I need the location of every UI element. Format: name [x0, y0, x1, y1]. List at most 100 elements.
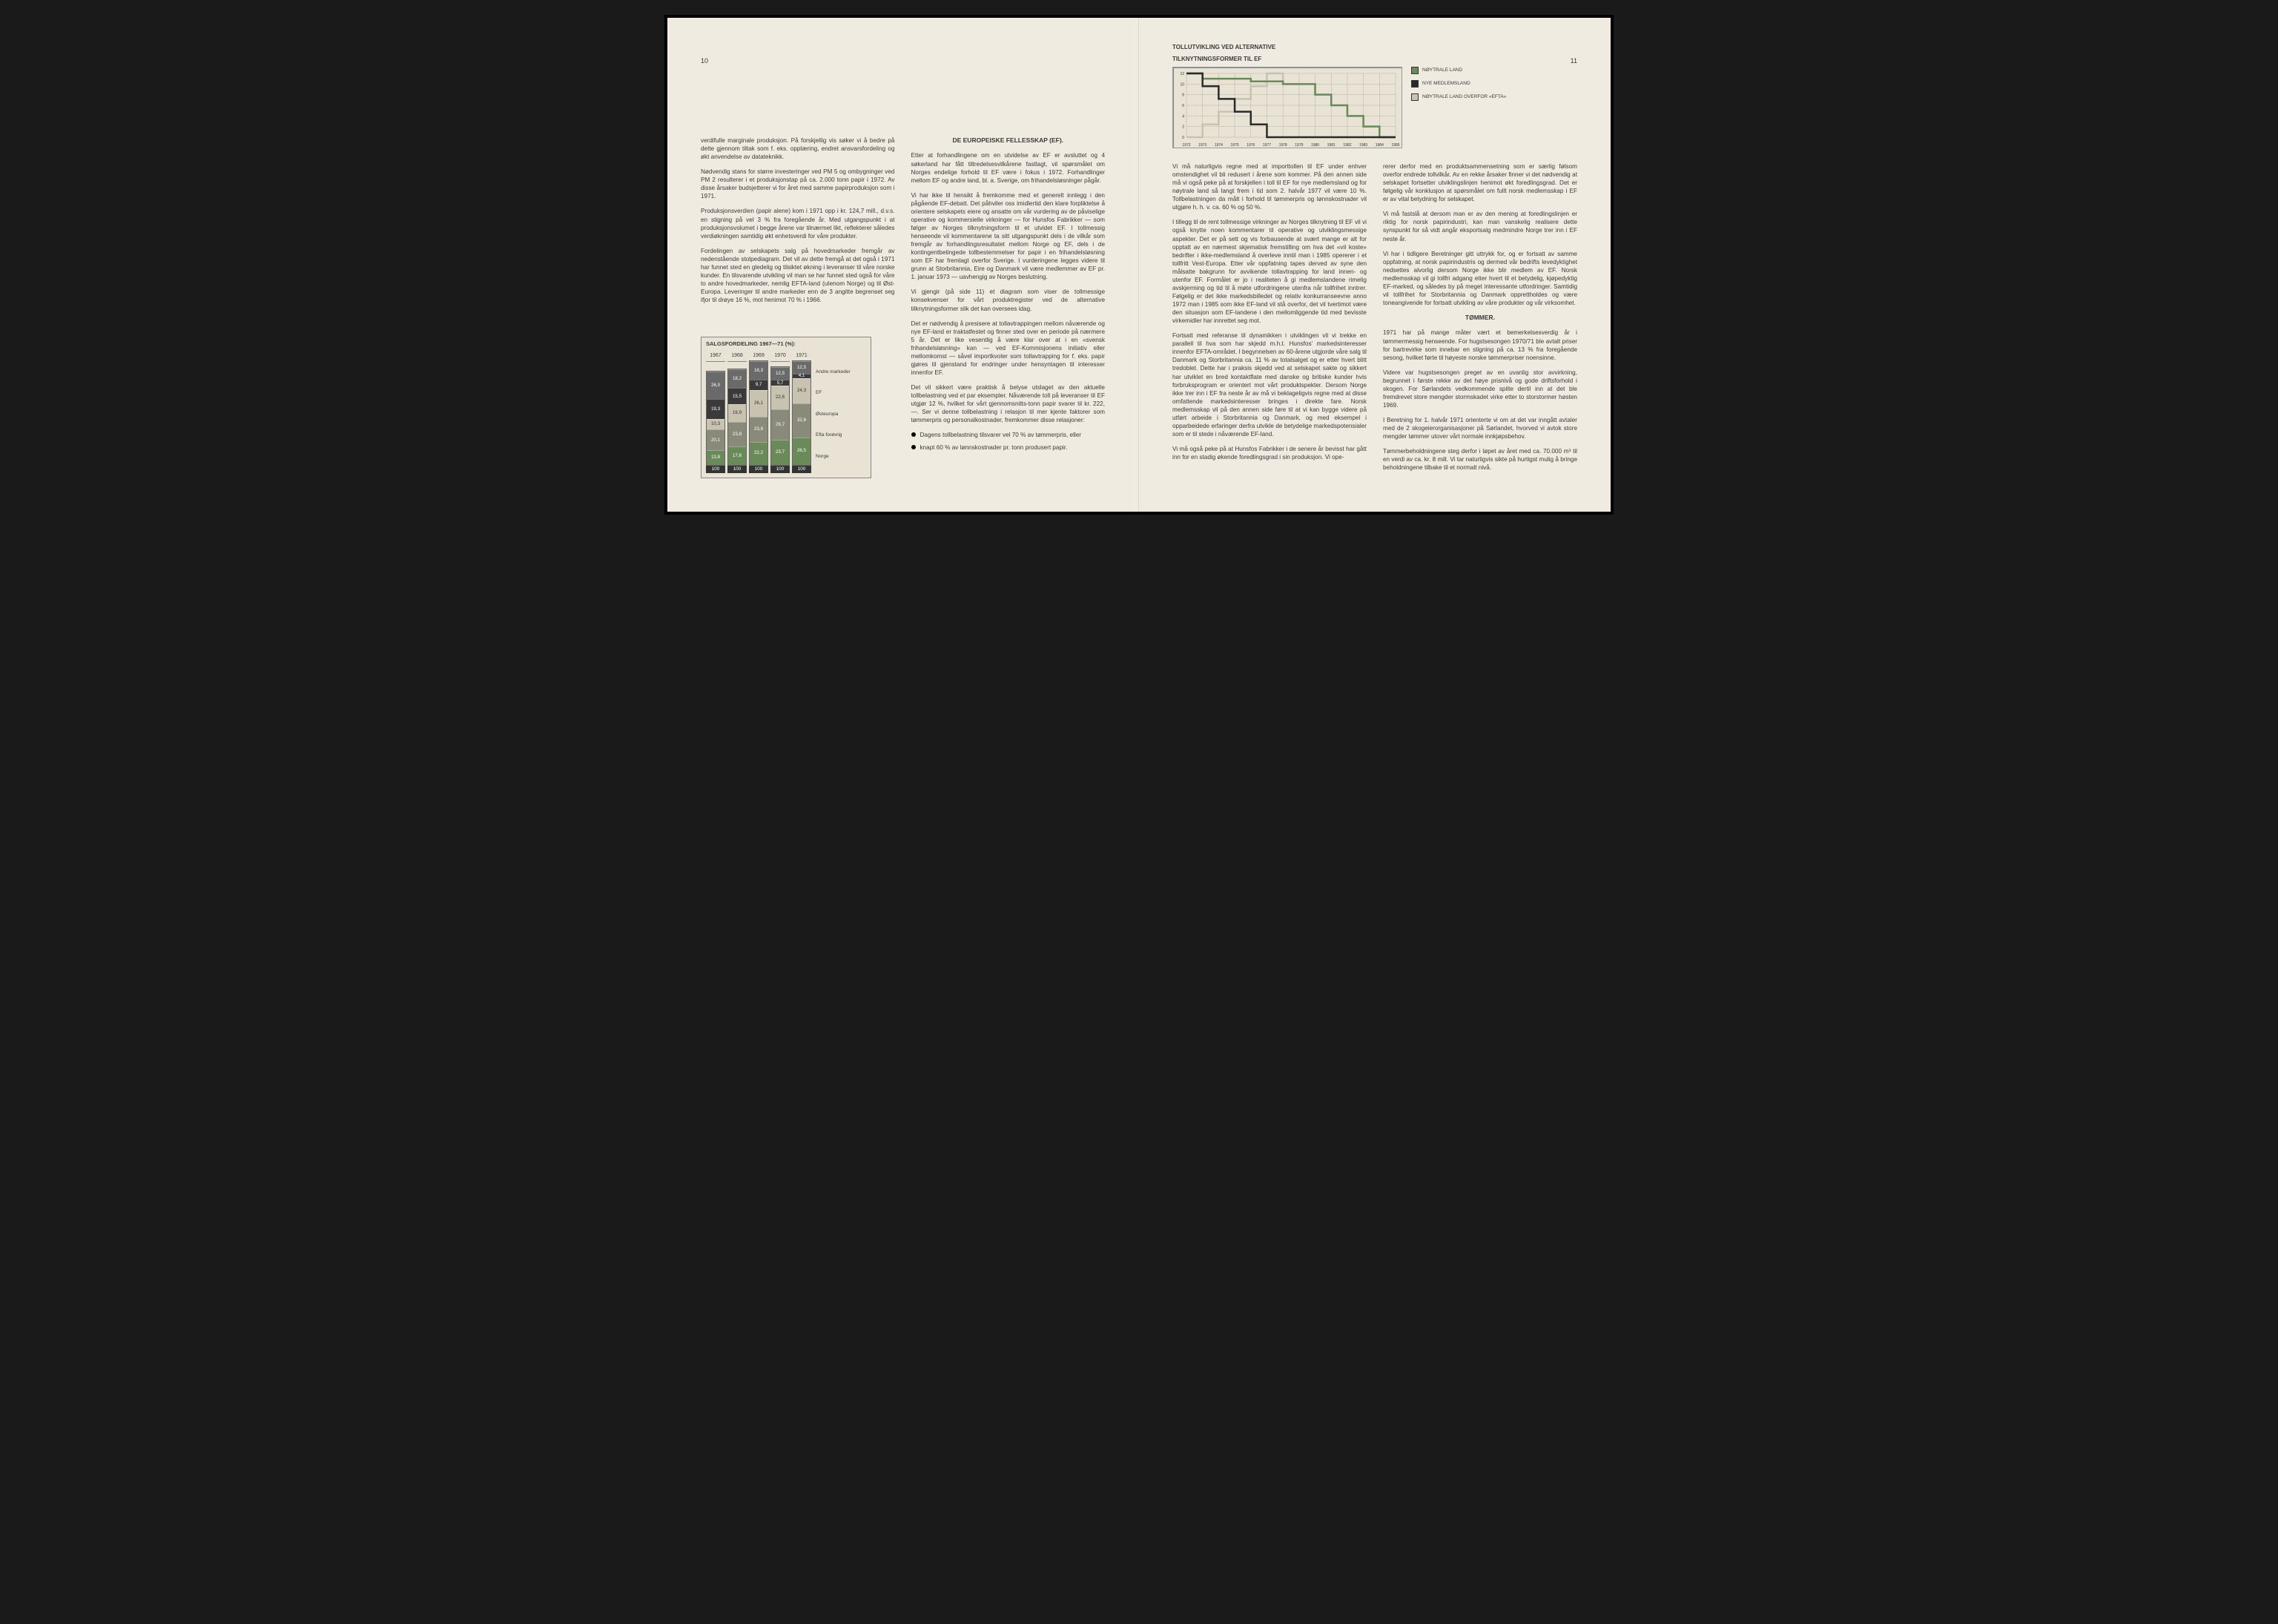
stepchart-svg: 1972197319741975197619771978197919801981…: [1172, 67, 1402, 148]
bar-stack: 18,215,516,923,817,6: [727, 369, 747, 466]
bar-segment-efta: 20,1: [707, 429, 724, 450]
bar-total: 100: [770, 466, 790, 474]
bar-segment-ef: 15,5: [728, 388, 746, 404]
bullet-text: knapt 60 % av lønnskostnader pr. tonn pr…: [920, 443, 1068, 452]
bar-segment-norge: 22,2: [750, 442, 767, 465]
right-col-1: Vi må naturligvis regne med at importtol…: [1172, 162, 1367, 478]
svg-text:1974: 1974: [1215, 143, 1223, 148]
legend-label: NØYTRALE LAND OVERFOR «EFTA»: [1422, 94, 1506, 101]
svg-text:8: 8: [1182, 93, 1184, 98]
body-text: 1971 har på mange måter vært et bemerkel…: [1383, 329, 1577, 361]
svg-text:1982: 1982: [1343, 143, 1351, 148]
bar-year: 1968: [727, 352, 747, 361]
body-text: Produksjonsverdien (papir alene) kom i 1…: [701, 207, 895, 240]
body-text: Vi må fastslå at dersom man er av den me…: [1383, 210, 1577, 242]
svg-text:1984: 1984: [1376, 143, 1384, 148]
body-text: Vi må også peke på at Hunsfos Fabrikker …: [1172, 445, 1367, 461]
legend-row: NØYTRALE LAND OVERFOR «EFTA»: [1411, 93, 1506, 101]
legend-row: NYE MEDLEMSLAND: [1411, 80, 1506, 88]
bar-legend-label: Østeuropa: [816, 412, 866, 418]
body-text: Etter at forhandlingene om en utvidelse …: [911, 151, 1106, 184]
legend-swatch: [1411, 80, 1419, 88]
bar-segment-ef: 9,7: [750, 380, 767, 390]
svg-text:1980: 1980: [1311, 143, 1319, 148]
svg-text:1976: 1976: [1247, 143, 1255, 148]
body-text: I tillegg til de rent tollmessige virkni…: [1172, 218, 1367, 325]
bar-segment-ef: 19,3: [707, 399, 724, 419]
book-spread: 10 verdifulle marginale produksjon. På f…: [664, 15, 1614, 515]
page-right: 11 TOLLUTVIKLING VED ALTERNATIVE TILKNYT…: [1139, 18, 1611, 512]
chart-title: SALGSFORDELING 1967—71 (%):: [706, 340, 866, 348]
svg-text:2: 2: [1182, 125, 1184, 130]
svg-text:12: 12: [1180, 72, 1184, 76]
bar-stack: 12,54,124,332,626,5: [792, 360, 811, 466]
bar-segment-ost: 16,9: [728, 404, 746, 422]
bar-segment-ef: 5,7: [771, 380, 789, 386]
legend-row: NØYTRALE LAND: [1411, 67, 1506, 74]
body-text: Nødvendig stans for større investeringer…: [701, 168, 895, 200]
bar-segment-andre: 18,3: [750, 361, 767, 380]
body-text: rerer derfor med en produktsammensetning…: [1383, 162, 1577, 203]
bar-segment-efta: 32,6: [793, 403, 810, 438]
right-columns: Vi må naturligvis regne med at importtol…: [1172, 162, 1577, 478]
body-text: Vi har ikke til hensikt å fremkomme med …: [911, 191, 1106, 282]
svg-text:1983: 1983: [1359, 143, 1367, 148]
body-text: Det er nødvendig å presisere at tollavtr…: [911, 320, 1106, 377]
svg-text:1978: 1978: [1279, 143, 1287, 148]
bar-legend-label: Efta forøvrig: [816, 432, 866, 439]
body-text: Vi har i tidligere Beretninger gitt uttr…: [1383, 250, 1577, 307]
svg-text:6: 6: [1182, 104, 1184, 108]
bullet-text: Dagens tollbelastning tilsvarer vel 70 %…: [920, 431, 1082, 439]
stepchart-legend: NØYTRALE LAND NYE MEDLEMSLAND NØYTRALE LAN…: [1411, 67, 1506, 101]
svg-text:10: 10: [1180, 83, 1184, 88]
bullet-icon: [911, 432, 916, 437]
bar-segment-norge: 13,8: [707, 450, 724, 464]
legend-label: NØYTRALE LAND: [1422, 67, 1462, 74]
body-text: verdifulle marginale produksjon. På fors…: [701, 136, 895, 161]
bar-segment-andre: 26,0: [707, 372, 724, 398]
body-text: Vi må naturligvis regne med at importtol…: [1172, 162, 1367, 211]
bar-legend-label: EF: [816, 390, 866, 397]
chart-title-line2: TILKNYTNINGSFORMER TIL EF: [1172, 56, 1573, 63]
page-number-left: 10: [701, 56, 708, 65]
bullet-item: knapt 60 % av lønnskostnader pr. tonn pr…: [911, 443, 1106, 452]
body-text: Tømmerbeholdningene steg derfor i løpet …: [1383, 447, 1577, 472]
body-text: Fortsatt med referanse til dynamikken i …: [1172, 331, 1367, 438]
bar-year: 1967: [706, 352, 725, 361]
section-heading-timber: TØMMER.: [1383, 314, 1577, 322]
page-left: 10 verdifulle marginale produksjon. På f…: [667, 18, 1139, 512]
svg-text:1972: 1972: [1182, 143, 1190, 148]
bar-segment-ost: 26,1: [750, 390, 767, 417]
bar-stack: 26,019,310,320,113,8: [706, 371, 725, 465]
sales-distribution-chart: SALGSFORDELING 1967—71 (%): 196719681969…: [701, 337, 871, 478]
bar-segment-norge: 23,7: [771, 440, 789, 464]
chart-title-line1: TOLLUTVIKLING VED ALTERNATIVE: [1172, 44, 1573, 51]
svg-text:1977: 1977: [1263, 143, 1271, 148]
right-col-2: rerer derfor med en produktsammensetning…: [1383, 162, 1577, 478]
barchart-body: 1967196819691970197126,019,310,320,113,8…: [706, 352, 866, 473]
bar-segment-norge: 17,6: [728, 446, 746, 465]
body-text: Vi gjengir (på side 11) et diagram som v…: [911, 288, 1106, 312]
body-text: Fordelingen av selskapets salg på hovedm…: [701, 247, 895, 304]
legend-swatch: [1411, 93, 1419, 101]
section-heading-ef: DE EUROPEISKE FELLESSKAP (EF).: [911, 136, 1106, 145]
svg-text:1973: 1973: [1198, 143, 1206, 148]
bar-stack: 18,39,726,123,822,2: [749, 360, 768, 466]
bar-segment-efta: 23,8: [728, 422, 746, 446]
bullet-item: Dagens tollbelastning tilsvarer vel 70 %…: [911, 431, 1106, 439]
bar-segment-ost: 22,6: [771, 386, 789, 409]
svg-text:1979: 1979: [1295, 143, 1303, 148]
svg-text:4: 4: [1182, 115, 1184, 119]
bar-segment-norge: 26,5: [793, 438, 810, 465]
svg-text:1975: 1975: [1231, 143, 1239, 148]
bar-legend-label: Andre markeder: [816, 369, 866, 376]
legend-swatch: [1411, 67, 1419, 74]
bar-stack: 12,55,722,629,723,7: [770, 366, 790, 466]
bar-total: 100: [727, 466, 747, 474]
bar-segment-andre: 12,5: [793, 361, 810, 374]
bar-segment-ost: 24,3: [793, 378, 810, 403]
svg-text:1985: 1985: [1391, 143, 1399, 148]
bar-segment-ost: 10,3: [707, 419, 724, 429]
bar-segment-efta: 23,8: [750, 417, 767, 441]
bar-total: 100: [792, 466, 811, 474]
